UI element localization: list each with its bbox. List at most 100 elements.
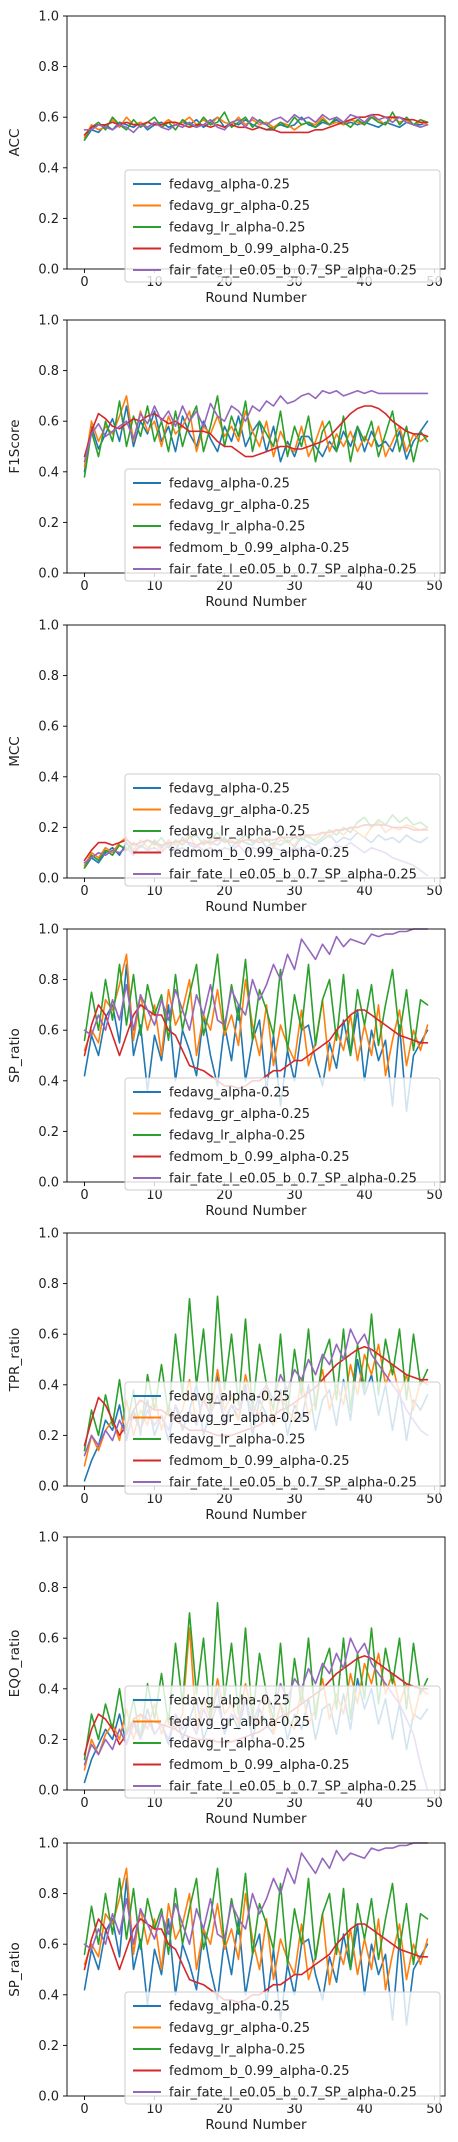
series-line-2 <box>83 953 429 1077</box>
y-tick-label: 0.0 <box>38 2090 59 2105</box>
x-tick-label: 20 <box>216 1188 233 1203</box>
y-tick-label: 0.2 <box>38 1125 59 1140</box>
series-line-2 <box>83 1867 429 1991</box>
series-line-3 <box>83 953 429 1057</box>
legend: fedavg_alpha-0.25 fedavg_gr_alpha-0.25fed… <box>124 773 441 887</box>
y-tick-label: 0.4 <box>38 1988 59 2003</box>
y-tick-label: 0.6 <box>38 720 59 735</box>
y-axis-label: TPR_ratio <box>7 1328 23 1393</box>
series-line-1 <box>83 405 429 473</box>
x-tick-label: 40 <box>356 579 373 594</box>
x-tick-label: 0 <box>80 275 88 290</box>
x-tick-label: 30 <box>286 884 303 899</box>
series-line-5 <box>83 389 429 463</box>
x-tick-label: 20 <box>216 884 233 899</box>
y-tick-label: 0.2 <box>38 516 59 531</box>
x-tick-label: 0 <box>80 579 88 594</box>
legend-label-2: fedavg_gr_alpha-0.25 <box>169 199 310 214</box>
legend-label-1: fedavg_alpha-0.25 <box>169 2000 290 2015</box>
series-line-1 <box>83 963 429 1112</box>
x-tick-label: 10 <box>146 2102 163 2117</box>
x-tick-label: 40 <box>356 2102 373 2117</box>
x-tick-label: 10 <box>146 579 163 594</box>
x-tick-label: 20 <box>216 2102 233 2117</box>
x-tick-label: 10 <box>146 1796 163 1811</box>
y-axis-label: ACC <box>7 129 23 157</box>
legend: fedavg_alpha-0.25 fedavg_gr_alpha-0.25fed… <box>124 1381 441 1495</box>
y-tick-label: 0.2 <box>38 1733 59 1748</box>
legend-label-1: fedavg_alpha-0.25 <box>169 178 290 193</box>
y-axis-label: EQO_ratio <box>7 1630 23 1698</box>
legend-box <box>124 1381 441 1495</box>
x-tick-label: 20 <box>216 1492 233 1507</box>
legend-box <box>124 169 441 283</box>
legend-box <box>124 1077 441 1191</box>
y-tick-label: 0.8 <box>38 1581 59 1596</box>
legend-label-1: fedavg_alpha-0.25 <box>169 1086 290 1101</box>
y-tick-label: 0.6 <box>38 1632 59 1647</box>
legend-label-4: fedmom_b_0.99_alpha-0.25 <box>169 541 349 556</box>
y-tick-label: 0.8 <box>38 364 59 379</box>
x-axis-label: Round Number <box>205 594 307 610</box>
x-tick-label: 10 <box>146 884 163 899</box>
y-tick-label: 1.0 <box>38 1227 59 1242</box>
legend-label-3: fedavg_lr_alpha-0.25 <box>169 1129 305 1144</box>
x-tick-label: 20 <box>216 579 233 594</box>
legend-box <box>124 1991 441 2105</box>
legend-label-3: fedavg_lr_alpha-0.25 <box>169 520 305 535</box>
x-tick-label: 50 <box>426 2102 443 2117</box>
y-tick-label: 0.0 <box>38 872 59 887</box>
x-axis-label: Round Number <box>205 899 307 915</box>
x-tick-label: 40 <box>356 884 373 899</box>
x-axis-label: Round Number <box>205 2117 307 2133</box>
y-tick-label: 1.0 <box>38 314 59 329</box>
x-tick-label: 0 <box>80 1796 88 1811</box>
x-axis-label: Round Number <box>205 290 307 306</box>
series-line-5 <box>83 1842 429 1951</box>
series-line-4 <box>83 405 429 458</box>
x-tick-label: 30 <box>286 1188 303 1203</box>
y-tick-label: 0.0 <box>38 263 59 278</box>
legend-label-3: fedavg_lr_alpha-0.25 <box>169 1737 305 1752</box>
legend-label-3: fedavg_lr_alpha-0.25 <box>169 825 305 840</box>
x-tick-label: 50 <box>426 1492 443 1507</box>
y-tick-label: 0.8 <box>38 973 59 988</box>
chart-3: 0 10 20 30 40 50 0.0 0.2 0.4 0.6 0.8 1.0 Round Numbe… <box>7 619 446 915</box>
chart-7: 0 10 20 30 40 50 0.0 0.2 0.4 0.6 0.8 1.0 Round Numbe… <box>7 1837 446 2133</box>
legend: fedavg_alpha-0.25 fedavg_gr_alpha-0.25fed… <box>124 1685 441 1799</box>
legend-label-2: fedavg_gr_alpha-0.25 <box>169 2021 310 2036</box>
y-tick-label: 0.0 <box>38 1480 59 1495</box>
x-tick-label: 30 <box>286 1492 303 1507</box>
chart-5: 0 10 20 30 40 50 0.0 0.2 0.4 0.6 0.8 1.0 Round Numbe… <box>7 1227 446 1523</box>
legend-label-1: fedavg_alpha-0.25 <box>169 477 290 492</box>
y-tick-label: 0.8 <box>38 669 59 684</box>
y-tick-label: 1.0 <box>38 619 59 634</box>
legend-label-4: fedmom_b_0.99_alpha-0.25 <box>169 1454 349 1469</box>
y-tick-label: 0.4 <box>38 1378 59 1393</box>
legend-label-2: fedavg_gr_alpha-0.25 <box>169 1411 310 1426</box>
legend-label-3: fedavg_lr_alpha-0.25 <box>169 221 305 236</box>
x-tick-label: 50 <box>426 884 443 899</box>
x-tick-label: 40 <box>356 1796 373 1811</box>
legend-label-2: fedavg_gr_alpha-0.25 <box>169 498 310 513</box>
series-line-3 <box>83 395 429 478</box>
x-tick-label: 30 <box>286 579 303 594</box>
y-axis-label: SP_ratio <box>7 1942 23 1997</box>
chart-2: 0 10 20 30 40 50 0.0 0.2 0.4 0.6 0.8 1.0 Round Numbe… <box>7 314 446 610</box>
y-axis-label: F1Score <box>7 419 23 473</box>
y-tick-label: 0.4 <box>38 770 59 785</box>
chart-4: 0 10 20 30 40 50 0.0 0.2 0.4 0.6 0.8 1.0 Round Numbe… <box>7 923 446 1219</box>
legend-label-4: fedmom_b_0.99_alpha-0.25 <box>169 846 349 861</box>
legend-label-5: fair_fate_l_e0.05_b_0.7_SP_alpha-0.25 <box>169 264 417 279</box>
x-axis-label: Round Number <box>205 1811 307 1827</box>
legend-label-5: fair_fate_l_e0.05_b_0.7_SP_alpha-0.25 <box>169 2086 417 2101</box>
legend-label-1: fedavg_alpha-0.25 <box>169 782 290 797</box>
x-tick-label: 0 <box>80 1188 88 1203</box>
y-tick-label: 0.2 <box>38 1429 59 1444</box>
legend-label-2: fedavg_gr_alpha-0.25 <box>169 1107 310 1122</box>
chart-6: 0 10 20 30 40 50 0.0 0.2 0.4 0.6 0.8 1.0 Round Numbe… <box>7 1531 446 1827</box>
y-tick-label: 0.2 <box>38 212 59 227</box>
legend-label-4: fedmom_b_0.99_alpha-0.25 <box>169 242 349 257</box>
legend-box <box>124 773 441 887</box>
